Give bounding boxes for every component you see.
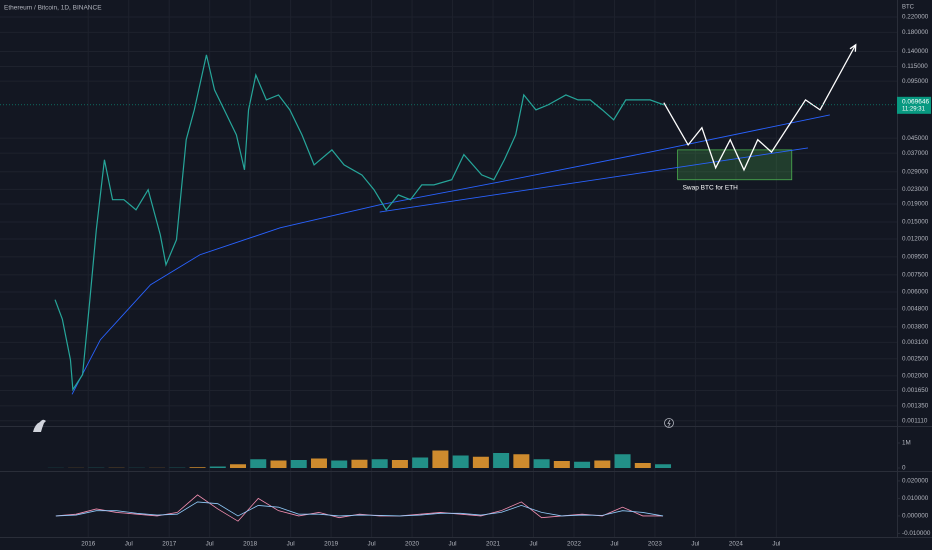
projection-path [663, 44, 857, 172]
y-tick-label: -0.010000 [902, 530, 931, 537]
volume-bar [209, 466, 226, 468]
y-tick-label: 0.002000 [902, 372, 929, 379]
x-tick-label: 2020 [405, 541, 420, 548]
y-tick-label: 0.045000 [902, 135, 929, 142]
volume-bar [533, 459, 550, 468]
volume-bar [553, 461, 570, 468]
symbol-title: Ethereum / Bitcoin, 1D, BINANCE [4, 5, 102, 12]
x-tick-label: 2018 [243, 541, 258, 548]
volume-bar [351, 459, 368, 468]
x-tick-label: 2019 [324, 541, 339, 548]
volume-bar [290, 460, 307, 468]
volume-bar [371, 459, 388, 468]
x-tick-label: 2017 [162, 541, 177, 548]
x-tick-label: 2023 [648, 541, 663, 548]
volume-bar [614, 454, 631, 468]
volume-bar [493, 453, 510, 468]
x-tick-label: 2022 [567, 541, 582, 548]
volume-bar [513, 454, 530, 468]
y-tick-label: 1M [902, 440, 911, 447]
y-tick-label: 0.004800 [902, 306, 929, 313]
last-price-label: 0.069646 [902, 99, 929, 106]
volume-bar [250, 459, 267, 468]
volume-bar [574, 461, 591, 468]
y-tick-label: 0.001650 [902, 387, 929, 394]
volume-bar [432, 450, 449, 468]
logo-shape [33, 419, 46, 432]
marks: Swap BTC for ETH [0, 43, 897, 522]
y-tick-label: 0.001110 [902, 417, 928, 424]
tv-logo[interactable] [33, 419, 46, 432]
x-tick-label: Jul [287, 541, 295, 548]
trend-curve [71, 114, 830, 395]
y-tick-label: 0.015000 [902, 219, 929, 226]
y-tick-label: 0.001350 [902, 402, 929, 409]
y-tick-label: 0.010000 [902, 495, 929, 502]
x-tick-label: 2021 [486, 541, 501, 548]
x-tick-label: Jul [449, 541, 457, 548]
y-tick-label: 0.009500 [902, 254, 929, 261]
trend-line [379, 147, 809, 213]
y-tick-label: 0.007500 [902, 272, 929, 279]
x-tick-label: Jul [206, 541, 214, 548]
volume-bar [331, 460, 348, 468]
y-tick-label: 0.000000 [902, 513, 929, 520]
volume-bar [634, 463, 651, 468]
y-tick-label: 0.220000 [902, 14, 929, 21]
x-tick-label: 2024 [729, 541, 744, 548]
volume-bar [189, 467, 206, 468]
y-tick-label: 0.019000 [902, 201, 929, 208]
y-tick-label: 0.003800 [902, 323, 929, 330]
volume-bar [230, 464, 247, 468]
y-tick-label: 0.023000 [902, 186, 929, 193]
icon-bolt [667, 419, 671, 427]
volume-bar [310, 458, 327, 468]
volume-bar [655, 464, 672, 468]
volume-bar [594, 460, 611, 468]
x-tick-label: Jul [125, 541, 133, 548]
y-tick-label: 0 [902, 465, 906, 472]
y-tick-label: 0.180000 [902, 29, 929, 36]
y-tick-label: 0.140000 [902, 48, 929, 55]
volume-bar [391, 460, 408, 468]
y-tick-label: 0.115000 [902, 63, 928, 70]
x-tick-label: Jul [610, 541, 618, 548]
currency-label: BTC [902, 5, 915, 11]
y-tick-label: 0.006000 [902, 289, 929, 296]
projection-arrowhead [849, 43, 857, 52]
countdown-label: 11:29:31 [902, 106, 926, 112]
x-tick-label: Jul [772, 541, 780, 548]
x-tick-label: Jul [529, 541, 537, 548]
x-tick-label: Jul [691, 541, 699, 548]
volume-bar [412, 457, 429, 468]
icon-circle [664, 418, 674, 428]
volume-bar [270, 460, 287, 468]
x-tick-label: 2016 [81, 541, 96, 548]
volume-bar [452, 455, 469, 468]
series-line [54, 54, 665, 392]
volume-bar [472, 456, 489, 468]
y-tick-label: 0.020000 [902, 478, 929, 485]
y-tick-label: 0.003100 [902, 339, 929, 346]
last-price-box [897, 96, 931, 114]
y-tick-label: 0.002500 [902, 355, 929, 362]
zone-label: Swap BTC for ETH [683, 184, 739, 191]
x-tick-label: Jul [368, 541, 376, 548]
series-line [55, 501, 664, 517]
grid [0, 0, 900, 537]
y-tick-label: 0.095000 [902, 78, 929, 85]
lightning-icon[interactable] [664, 418, 674, 428]
y-tick-label: 0.037000 [902, 150, 929, 157]
y-tick-label: 0.012000 [902, 236, 929, 243]
y-tick-label: 0.029000 [902, 168, 929, 175]
